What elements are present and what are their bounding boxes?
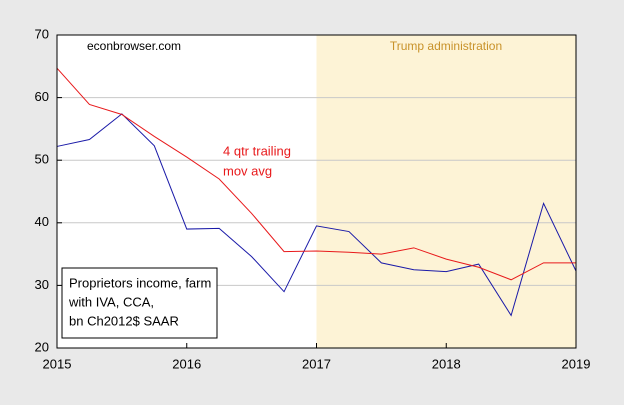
x-tick-label: 2017 <box>302 356 331 371</box>
y-tick-label: 20 <box>35 339 49 354</box>
y-tick-label: 70 <box>35 26 49 41</box>
y-tick-label: 50 <box>35 152 49 167</box>
plot-border <box>56 34 577 349</box>
x-tick-label: 2015 <box>43 356 72 371</box>
shaded-region <box>316 35 576 348</box>
x-tick-label: 2019 <box>562 356 591 371</box>
y-tick-label: 40 <box>35 214 49 229</box>
shade-label: Trump administration <box>390 39 502 53</box>
y-tick-label: 30 <box>35 277 49 292</box>
series-line <box>56 67 576 281</box>
legend-box <box>61 267 218 339</box>
legend-text: Proprietors income, farm <box>69 275 211 290</box>
x-tick-label: 2018 <box>432 356 461 371</box>
legend-text: bn Ch2012$ SAAR <box>69 313 179 328</box>
legend-text: with IVA, CCA, <box>68 294 154 309</box>
source-label: econbrowser.com <box>87 39 181 53</box>
y-tick-label: 60 <box>35 89 49 104</box>
series-line <box>56 113 577 317</box>
line-annotation: 4 qtr trailing <box>223 143 291 158</box>
x-tick-label: 2016 <box>172 356 201 371</box>
line-annotation: mov avg <box>223 163 272 178</box>
